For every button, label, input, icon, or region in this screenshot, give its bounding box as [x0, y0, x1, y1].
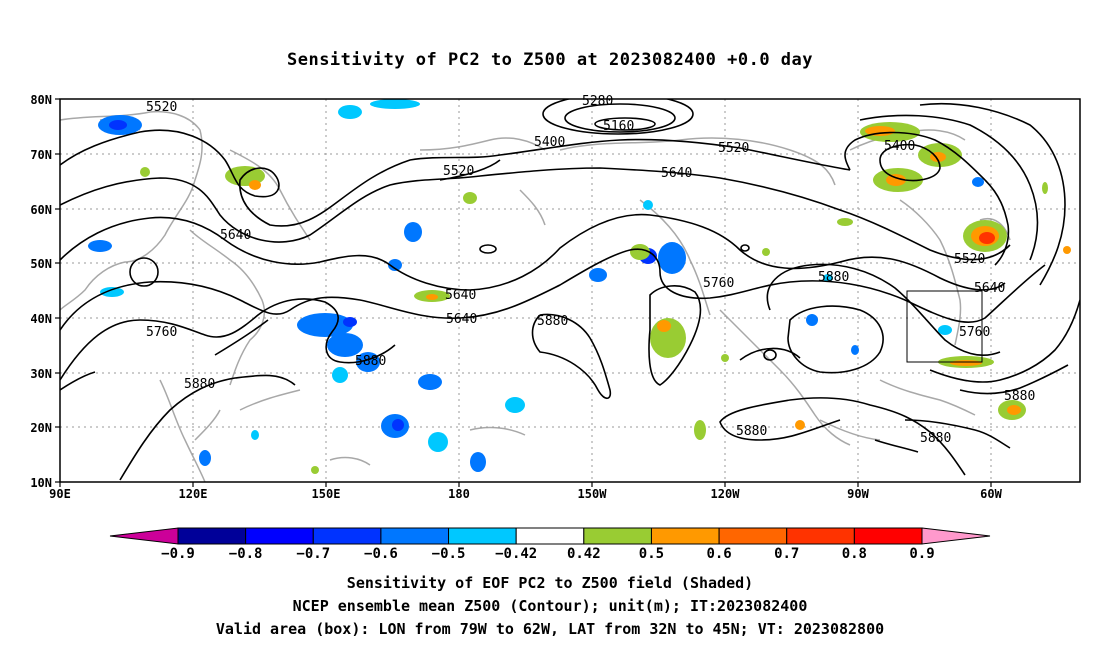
- colorbar-label: 0.8: [842, 546, 867, 562]
- lon-label: 180: [448, 487, 470, 501]
- colorbar-label: −0.7: [296, 546, 330, 562]
- longitude-labels: 90E 120E 150E 180 150W 120W 90W 60W: [49, 487, 1002, 501]
- contour-label: 5880: [184, 377, 215, 392]
- lat-label: 50N: [30, 257, 52, 271]
- contour-label: 5880: [355, 354, 386, 369]
- colorbar-cell: [515, 527, 585, 545]
- grid-lines: [60, 99, 1080, 482]
- lon-label: 60W: [980, 487, 1002, 501]
- colorbar-cell: [650, 527, 720, 545]
- axis-ticks: [55, 98, 992, 487]
- lon-label: 150E: [312, 487, 341, 501]
- lat-label: 80N: [30, 93, 52, 107]
- colorbar-label: 0.42: [567, 546, 601, 562]
- colorbar-cell: [583, 527, 652, 545]
- colorbar-cell: [245, 527, 314, 545]
- colorbar-label: 0.9: [909, 546, 934, 562]
- colorbar-labels: −0.9 −0.8 −0.7 −0.6 −0.5 −0.42 0.42 0.5 0.6 0.7 0.…: [161, 546, 935, 562]
- contour-label: 5640: [661, 166, 692, 181]
- z500-contours: [60, 99, 1080, 481]
- lat-label: 40N: [30, 312, 52, 326]
- chart-title: Sensitivity of PC2 to Z500 at 2023082400…: [286, 50, 813, 70]
- contour-label: 5880: [736, 424, 767, 439]
- lat-label: 70N: [30, 148, 52, 162]
- contour-label: 5520: [718, 141, 749, 156]
- colorbar-label: −0.8: [229, 546, 263, 562]
- contour-label-group: 5520 5280 5160 5400 5520 5400 5640 5520 …: [146, 94, 1035, 446]
- colorbar-cell: [177, 527, 247, 545]
- colorbar-label: −0.9: [161, 546, 195, 562]
- contour-label: 5880: [1004, 389, 1035, 404]
- colorbar: [109, 527, 991, 545]
- valid-area-box: [906, 290, 983, 363]
- lat-label: 10N: [30, 476, 52, 490]
- lon-label: 150W: [578, 487, 608, 501]
- colorbar-cell: [718, 527, 788, 545]
- lon-label: 90W: [847, 487, 869, 501]
- colorbar-label: −0.6: [364, 546, 398, 562]
- colorbar-cell: [853, 527, 923, 545]
- contour-label: 5640: [220, 228, 251, 243]
- contour-label: 5400: [884, 139, 915, 154]
- contour-label: 5760: [703, 276, 734, 291]
- contour-label: 5640: [446, 312, 477, 327]
- contour-label: 5160: [603, 119, 634, 134]
- contour-label: 5760: [146, 325, 177, 340]
- colorbar-cell: [380, 527, 450, 545]
- colorbar-cell: [312, 527, 382, 545]
- caption-contour: NCEP ensemble mean Z500 (Contour); unit(…: [292, 597, 808, 615]
- lon-label: 90E: [49, 487, 71, 501]
- lon-label: 120W: [711, 487, 741, 501]
- contour-label: 5640: [445, 288, 476, 303]
- lat-label: 30N: [30, 367, 52, 381]
- caption-valid-area: Valid area (box): LON from 79W to 62W, L…: [215, 620, 885, 638]
- map-frame: [59, 98, 1081, 483]
- colorbar-label: 0.5: [639, 546, 664, 562]
- contour-label: 5880: [818, 270, 849, 285]
- contour-label: 5280: [582, 94, 613, 109]
- caption-shaded: Sensitivity of EOF PC2 to Z500 field (Sh…: [346, 574, 754, 592]
- colorbar-cell: [448, 527, 517, 545]
- contour-label: 5520: [443, 164, 474, 179]
- colorbar-label: 0.6: [706, 546, 731, 562]
- contour-label: 5400: [534, 135, 565, 150]
- colorbar-high-extend: [921, 527, 991, 545]
- contour-label: 5520: [954, 252, 985, 267]
- colorbar-label: 0.7: [774, 546, 799, 562]
- colorbar-label: −0.5: [432, 546, 466, 562]
- contour-label: 5880: [920, 431, 951, 446]
- contour-label: 5760: [959, 325, 990, 340]
- contour-label: 5880: [537, 314, 568, 329]
- sensitivity-shading: [88, 99, 1071, 474]
- latitude-labels: 80N 70N 60N 50N 40N 30N 20N 10N: [30, 93, 52, 490]
- contour-label: 5520: [146, 100, 177, 115]
- lon-label: 120E: [179, 487, 208, 501]
- colorbar-cell: [786, 527, 855, 545]
- lat-label: 20N: [30, 421, 52, 435]
- colorbar-low-extend: [109, 527, 179, 545]
- lat-label: 60N: [30, 203, 52, 217]
- colorbar-label: −0.42: [495, 546, 537, 562]
- contour-label: 5640: [974, 281, 1005, 296]
